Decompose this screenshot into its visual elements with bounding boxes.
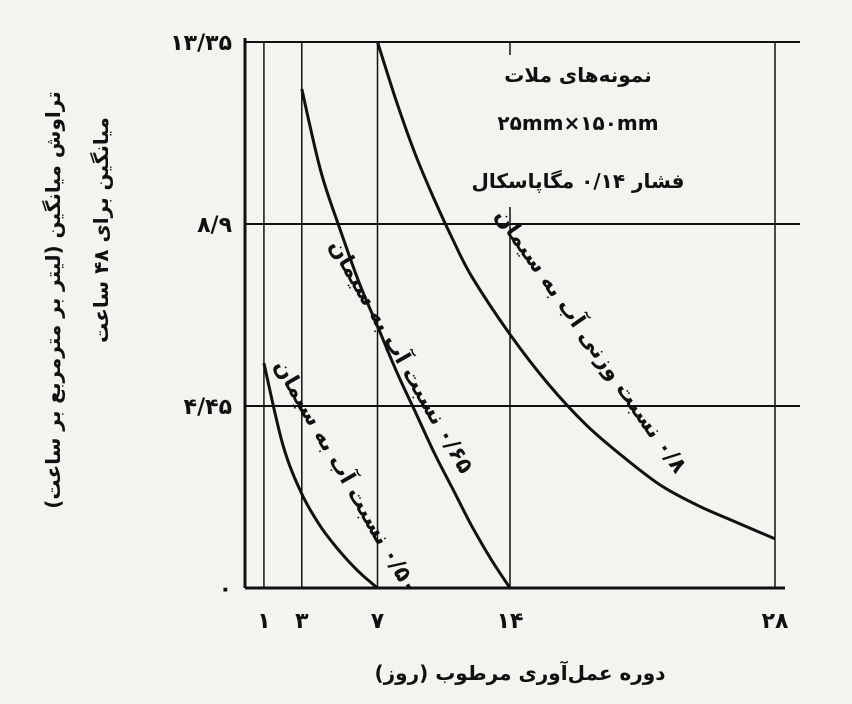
y-tick-label-0: ۰: [219, 577, 232, 602]
series-line-2: [376, 41, 776, 541]
y-ticks: ۰ ۴/۴۵ ۸/۹ ۱۳/۳۵: [170, 31, 232, 602]
curve-label-065: ۰/۶۵ نسبت آب به سیمان: [323, 234, 480, 478]
y-axis-title-line2: میانگین برای ۴۸ ساعت: [89, 117, 113, 343]
curve-labels: ۰/۵۰ نسبت آب به سیمان ۰/۶۵ نسبت آب به سی…: [268, 203, 694, 598]
x-tick-label-2: ۷: [371, 609, 385, 634]
annotation-size: ۲۵mm×۱۵۰mm: [497, 111, 658, 135]
y-tick-label-1: ۴/۴۵: [184, 395, 232, 420]
x-axis-title: دوره عمل‌آوری مرطوب (روز): [375, 660, 666, 685]
x-tick-label-4: ۲۸: [762, 609, 789, 634]
series-line-0: [262, 362, 379, 590]
series-curves: [262, 41, 776, 590]
x-tick-label-3: ۱۴: [497, 609, 524, 634]
y-axis-title-line1: تراوش میانگین (لیتر بر مترمربع بر ساعت): [41, 91, 65, 508]
y-tick-label-3: ۱۳/۳۵: [170, 31, 232, 56]
curve-label-080: ۰/۸ نسبت وزنی آب به سیمان: [489, 203, 694, 479]
annotation-specimen: نمونه‌های ملات: [504, 63, 651, 87]
annotation-pressure: فشار ۰/۱۴ مگاپاسکال: [471, 169, 684, 194]
axes: [243, 38, 785, 590]
annotation-background: [462, 55, 694, 207]
x-tick-label-0: ۱: [257, 609, 270, 634]
x-tick-label-1: ۳: [295, 609, 309, 634]
y-tick-label-2: ۸/۹: [197, 213, 232, 238]
x-ticks: ۱ ۳ ۷ ۱۴ ۲۸: [257, 609, 789, 634]
series-line-1: [300, 88, 512, 589]
